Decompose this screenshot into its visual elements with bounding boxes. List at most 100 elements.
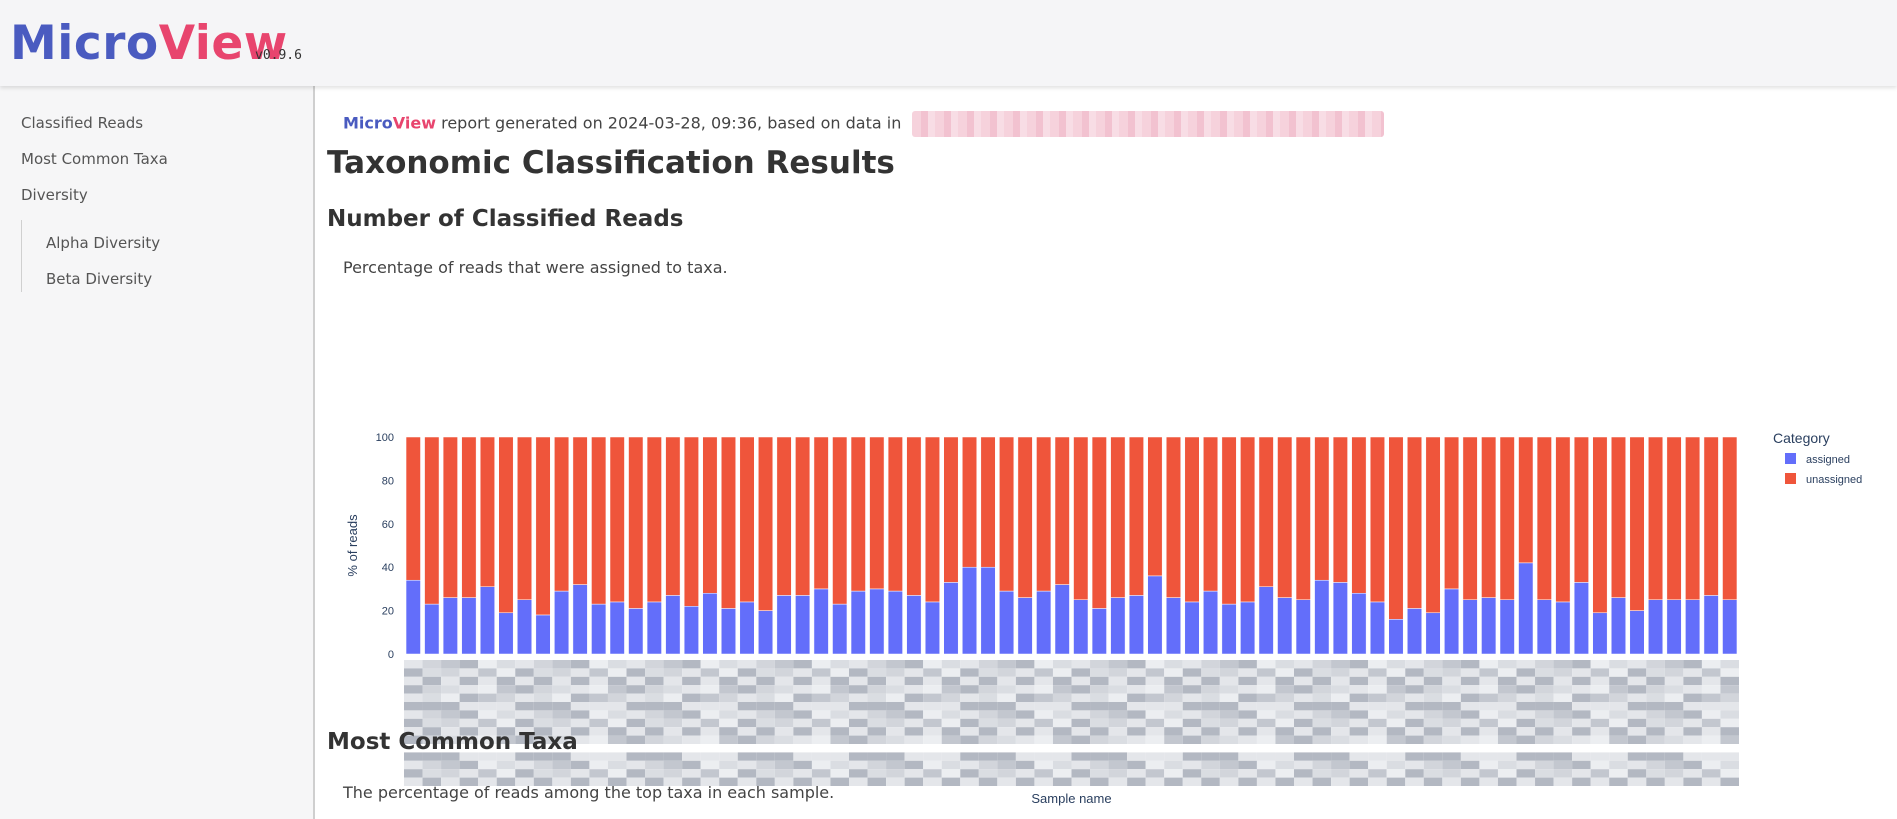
sidebar-item-classified-reads[interactable]: Classified Reads <box>21 114 144 132</box>
x-tick-label-redacted-10-7 <box>570 718 590 728</box>
legend-label-assigned: assigned <box>1806 454 1850 466</box>
x-tick-label-redacted-43-9 <box>1182 735 1202 744</box>
bar-unassigned-16 <box>683 436 699 607</box>
x-tick-label-redacted-63-9 <box>1553 735 1573 744</box>
x-tick-label-redacted-46-8 <box>1238 727 1257 736</box>
x-tick-label-redacted-47-6 <box>1256 710 1276 719</box>
bar-unassigned-40 <box>1128 436 1144 596</box>
x-tick-label-redacted-4-12 <box>459 760 479 770</box>
x-tick-label-redacted-4-5 <box>459 702 479 711</box>
bar-assigned-11 <box>591 603 607 655</box>
bar-assigned-4 <box>461 597 477 655</box>
x-tick-label-redacted-71-12 <box>1701 760 1721 770</box>
x-tick-label-redacted-49-4 <box>1294 693 1313 702</box>
x-tick-label-redacted-27-3 <box>886 685 905 694</box>
x-tick-label-redacted-2-13 <box>422 769 442 778</box>
sidebar-item-most-common-taxa[interactable]: Most Common Taxa <box>21 150 168 168</box>
x-tick-label-redacted-48-11 <box>1275 752 1294 761</box>
x-tick-label-redacted-38-5 <box>1090 702 1109 711</box>
x-tick-label-redacted-43-7 <box>1182 718 1202 728</box>
sidebar-item-diversity[interactable]: Diversity <box>21 186 88 204</box>
x-tick-label-redacted-33-4 <box>997 693 1016 702</box>
x-tick-label-redacted-27-5 <box>886 702 905 711</box>
bar-assigned-42 <box>1166 597 1181 655</box>
x-tick-label-redacted-30-14 <box>941 777 961 786</box>
bar-unassigned-63 <box>1555 436 1571 603</box>
x-tick-label-redacted-4-6 <box>459 710 479 719</box>
x-tick-label-redacted-43-13 <box>1182 769 1202 778</box>
x-tick-label-redacted-25-5 <box>849 702 868 711</box>
x-tick-label-redacted-9-2 <box>552 676 571 686</box>
x-tick-label-redacted-49-13 <box>1294 769 1313 778</box>
x-tick-label-redacted-22-1 <box>793 668 812 677</box>
x-tick-label-redacted-34-6 <box>1015 710 1035 719</box>
x-tick-label-redacted-27-14 <box>886 777 905 786</box>
x-tick-label-redacted-55-12 <box>1405 760 1424 770</box>
bar-unassigned-27 <box>887 436 903 592</box>
x-tick-label-redacted-6-13 <box>496 769 516 778</box>
x-tick-label-redacted-25-13 <box>849 769 868 778</box>
x-tick-label-redacted-59-13 <box>1479 769 1498 778</box>
x-tick-label-redacted-46-6 <box>1238 710 1257 719</box>
x-tick-label-redacted-22-2 <box>793 676 812 686</box>
x-tick-label-redacted-67-0 <box>1627 660 1647 669</box>
sidebar-item-alpha-diversity[interactable]: Alpha Diversity <box>46 234 161 252</box>
x-tick-label-redacted-65-9 <box>1590 735 1610 744</box>
x-tick-label-redacted-66-3 <box>1609 685 1628 694</box>
x-tick-label-redacted-52-7 <box>1349 718 1369 728</box>
x-tick-label-redacted-53-11 <box>1368 752 1387 761</box>
x-tick-label-redacted-44-4 <box>1201 693 1220 702</box>
x-tick-label-redacted-50-3 <box>1312 685 1332 694</box>
bar-assigned-54 <box>1388 619 1404 655</box>
x-tick-label-redacted-43-12 <box>1182 760 1202 770</box>
x-tick-label-redacted-8-9 <box>533 735 553 744</box>
x-tick-label-redacted-22-8 <box>793 727 812 736</box>
x-tick-label-redacted-38-14 <box>1090 777 1109 786</box>
x-tick-label-redacted-11-7 <box>589 718 608 728</box>
x-tick-label-redacted-62-4 <box>1535 693 1554 702</box>
x-tick-label-redacted-41-1 <box>1145 668 1165 677</box>
x-tick-label-redacted-46-9 <box>1238 735 1257 744</box>
x-tick-label-redacted-45-7 <box>1219 718 1239 728</box>
x-tick-label-redacted-71-2 <box>1701 676 1721 686</box>
x-tick-label-redacted-61-6 <box>1516 710 1536 719</box>
x-tick-label-redacted-69-11 <box>1664 752 1684 761</box>
x-tick-label-redacted-57-14 <box>1442 777 1461 786</box>
x-tick-label-redacted-64-12 <box>1572 760 1591 770</box>
x-tick-label-redacted-44-9 <box>1201 735 1220 744</box>
x-tick-label-redacted-2-5 <box>422 702 442 711</box>
x-tick-label-redacted-61-13 <box>1516 769 1536 778</box>
app-logo[interactable]: MicroView <box>10 16 288 71</box>
x-tick-label-redacted-39-0 <box>1108 660 1128 669</box>
x-tick-label-redacted-6-12 <box>496 760 516 770</box>
x-tick-label-redacted-71-11 <box>1701 752 1721 761</box>
x-tick-label-redacted-24-2 <box>830 676 849 686</box>
x-tick-label-redacted-68-12 <box>1646 760 1665 770</box>
x-tick-label-redacted-41-6 <box>1145 710 1165 719</box>
section-description-classified-reads: Percentage of reads that were assigned t… <box>343 258 728 277</box>
x-tick-label-redacted-26-5 <box>867 702 887 711</box>
x-tick-label-redacted-40-3 <box>1127 685 1146 694</box>
x-tick-label-redacted-63-7 <box>1553 718 1573 728</box>
x-tick-label-redacted-59-1 <box>1479 668 1498 677</box>
x-tick-label-redacted-7-3 <box>515 685 534 694</box>
bar-unassigned-56 <box>1425 436 1441 614</box>
x-tick-label-redacted-31-11 <box>960 752 979 761</box>
x-tick-label-redacted-67-2 <box>1627 676 1647 686</box>
x-tick-label-redacted-50-12 <box>1312 760 1332 770</box>
y-tick-label-80: 80 <box>382 475 394 487</box>
x-tick-label-redacted-55-13 <box>1405 769 1424 778</box>
x-tick-label-redacted-61-0 <box>1516 660 1536 669</box>
x-tick-label-redacted-1-8 <box>404 727 423 736</box>
sidebar-item-beta-diversity[interactable]: Beta Diversity <box>46 270 153 288</box>
bar-unassigned-41 <box>1147 436 1163 577</box>
x-tick-label-redacted-21-8 <box>774 727 794 736</box>
x-tick-label-redacted-56-12 <box>1423 760 1443 770</box>
x-tick-label-redacted-5-4 <box>478 693 497 702</box>
x-tick-label-redacted-68-6 <box>1646 710 1665 719</box>
x-tick-label-redacted-59-12 <box>1479 760 1498 770</box>
x-tick-label-redacted-51-9 <box>1331 735 1350 744</box>
x-tick-label-redacted-25-14 <box>849 777 868 786</box>
report-info: MicroView report generated on 2024-03-28… <box>343 111 1385 137</box>
x-tick-label-redacted-3-11 <box>441 752 460 761</box>
